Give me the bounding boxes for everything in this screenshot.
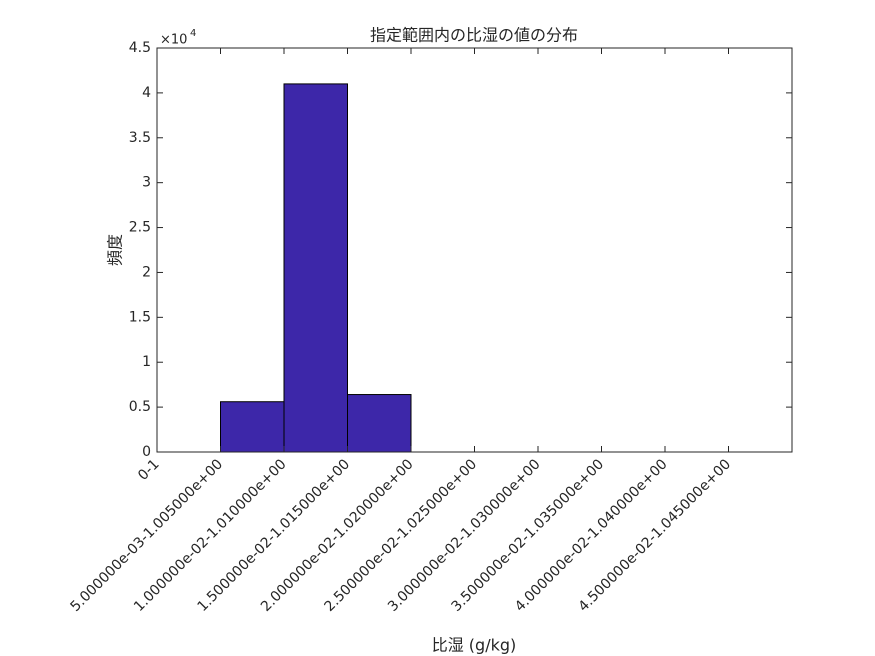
y-tick-label: 3.5 [129, 130, 151, 146]
y-tick-label: 4 [142, 85, 151, 101]
axes-box [156, 47, 793, 453]
bar [220, 401, 285, 453]
y-tick-label: 0.5 [129, 399, 151, 415]
y-exponent-power: 4 [190, 28, 196, 39]
y-exponent: ×10 [160, 33, 187, 48]
bar [283, 83, 348, 453]
y-tick-label: 2.5 [129, 220, 151, 236]
y-tick-label: 1 [142, 354, 151, 370]
y-tick-label: 0 [142, 444, 151, 460]
x-axis-label: 比湿 (g/kg) [432, 636, 517, 655]
y-tick-label: 2 [142, 264, 151, 280]
bar [347, 394, 412, 453]
y-tick-label: 3 [142, 175, 151, 191]
chart-title: 指定範囲内の比湿の値の分布 [370, 26, 578, 45]
y-tick-label: 1.5 [129, 309, 151, 325]
y-axis-label: 頻度 [106, 234, 125, 266]
y-tick-label: 4.5 [129, 40, 151, 56]
